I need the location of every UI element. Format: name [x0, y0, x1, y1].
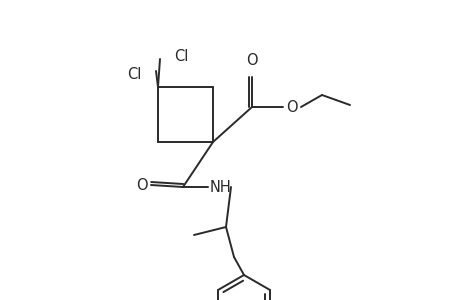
Text: NH: NH [210, 179, 231, 194]
Text: O: O [246, 53, 257, 68]
Text: Cl: Cl [174, 49, 188, 64]
Text: Cl: Cl [127, 67, 142, 82]
Text: O: O [136, 178, 147, 193]
Text: O: O [285, 100, 297, 115]
